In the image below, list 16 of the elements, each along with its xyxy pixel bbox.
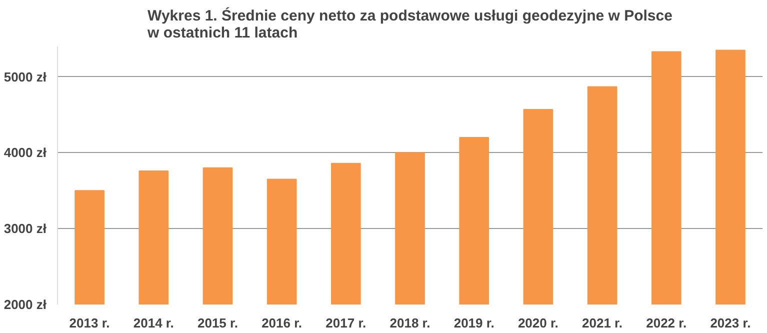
x-tick-label: 2022 r. — [646, 316, 687, 330]
y-tick-label: 3000 zł — [4, 221, 47, 236]
y-tick-label: 5000 zł — [4, 69, 47, 84]
x-tick-label: 2014 r. — [133, 316, 174, 330]
x-tick-label: 2017 r. — [326, 316, 366, 330]
x-tick-label: 2016 r. — [262, 316, 302, 330]
x-tick-label: 2013 r. — [69, 316, 110, 330]
x-tick-label: 2021 r. — [582, 316, 623, 330]
x-tick-label: 2020 r. — [518, 316, 558, 330]
x-tick-label: 2019 r. — [454, 316, 494, 330]
x-tick-label: 2015 r. — [197, 316, 238, 330]
x-tick-label: 2018 r. — [390, 316, 430, 330]
y-tick-label: 4000 zł — [4, 145, 47, 160]
y-tick-label: 2000 zł — [4, 297, 47, 312]
x-tick-label: 2023 r. — [710, 316, 751, 330]
chart-title: Wykres 1. Średnie ceny netto za podstawowe usługi geodezyjne w Polsce w ostatnich 11 latach — [146, 6, 672, 42]
